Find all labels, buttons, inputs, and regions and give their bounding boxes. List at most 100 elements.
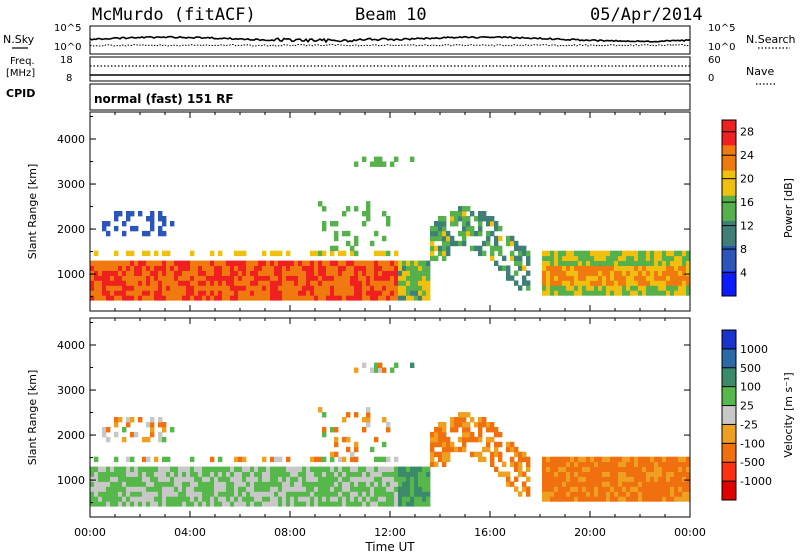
data-cell [250,280,255,286]
data-cell [426,265,431,271]
data-cell [626,250,631,257]
data-cell [154,471,159,477]
data-cell [246,285,251,291]
data-cell [106,230,111,237]
data-cell [454,211,459,217]
data-cell [182,290,187,296]
data-cell [370,496,375,502]
data-cell [386,422,391,428]
data-cell [378,260,383,266]
data-cell [162,280,167,286]
data-cell [290,501,295,507]
data-cell [570,275,575,281]
data-cell [302,486,307,492]
data-cell [146,280,151,286]
data-cell [414,280,419,286]
data-cell [618,476,623,482]
data-cell [218,280,223,286]
data-cell [450,422,455,428]
data-cell [490,221,495,227]
data-cell [230,280,235,286]
data-cell [218,501,223,507]
data-cell [358,476,363,482]
data-cell [394,362,399,368]
data-cell [354,295,359,301]
data-cell [110,481,115,487]
data-cell [630,486,635,492]
data-cell [322,260,327,266]
data-cell [422,265,427,271]
data-cell [558,270,563,276]
data-cell [406,280,411,286]
data-cell [290,280,295,286]
data-cell [282,496,287,502]
data-cell [150,422,155,428]
data-cell [402,275,407,281]
data-cell [234,250,239,257]
data-cell [422,295,427,301]
data-cell [298,275,303,281]
data-cell [218,275,223,281]
data-cell [462,240,467,247]
data-cell [650,255,655,261]
data-cell [582,255,587,261]
data-cell [302,501,307,507]
data-cell [334,230,339,237]
data-cell [438,427,443,433]
data-cell [278,265,283,271]
data-cell [446,235,451,242]
data-cell [278,466,283,472]
data-cell [570,461,575,467]
data-cell [494,446,499,453]
data-cell [278,250,283,257]
data-cell [118,496,123,502]
data-cell [618,270,623,276]
data-cell [562,461,567,467]
data-cell [394,280,399,286]
data-cell [222,275,227,281]
data-cell [374,280,379,286]
data-cell [98,295,103,301]
data-cell [170,496,175,502]
data-cell [502,461,507,467]
data-cell [598,491,603,497]
data-cell [110,491,115,497]
data-cell [246,280,251,286]
data-cell [202,466,207,472]
data-cell [166,265,171,271]
data-cell [526,285,531,291]
data-cell [398,466,403,472]
data-cell [450,221,455,227]
data-cell [382,270,387,276]
data-cell [370,501,375,507]
data-cell [154,290,159,296]
freq-bottom-label: 8 [66,73,72,84]
data-cell [378,486,383,492]
data-cell [658,280,663,286]
data-cell [574,280,579,286]
data-cell [662,491,667,497]
data-cell [566,481,571,487]
data-cell [542,481,547,487]
data-cell [334,260,339,266]
data-cell [150,417,155,423]
data-cell [562,250,567,257]
data-cell [642,255,647,261]
data-cell [522,250,527,257]
data-cell [670,486,675,492]
data-cell [454,417,459,423]
colorbar-tick-label: 24 [740,149,754,162]
data-cell [490,230,495,237]
data-cell [158,491,163,497]
data-cell [106,285,111,291]
data-cell [658,250,663,257]
data-cell [422,285,427,291]
data-cell [590,481,595,487]
data-cell [666,461,671,467]
data-cell [426,486,431,492]
data-cell [178,285,183,291]
data-cell [450,441,455,448]
data-cell [514,461,519,467]
data-cell [130,275,135,281]
